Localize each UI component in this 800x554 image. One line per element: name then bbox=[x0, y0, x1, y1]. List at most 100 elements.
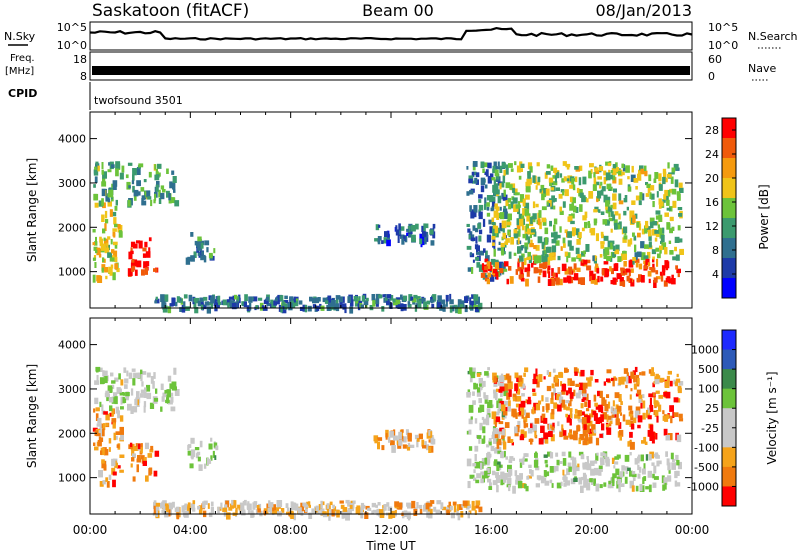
data-cell bbox=[518, 229, 521, 237]
data-cell bbox=[568, 266, 573, 275]
data-cell bbox=[525, 399, 528, 404]
data-cell bbox=[262, 306, 268, 311]
data-cell bbox=[533, 255, 538, 264]
colorbar-tick-label: 8 bbox=[712, 244, 719, 257]
data-cell bbox=[293, 512, 296, 521]
data-cell bbox=[478, 235, 482, 242]
data-cell bbox=[630, 415, 634, 421]
data-cell bbox=[360, 502, 365, 511]
data-cell bbox=[602, 219, 608, 225]
data-cell bbox=[545, 464, 549, 468]
data-cell bbox=[588, 191, 594, 199]
data-cell bbox=[510, 183, 516, 191]
data-cell bbox=[145, 475, 149, 482]
data-cell bbox=[556, 394, 561, 401]
data-cell bbox=[503, 208, 508, 215]
data-cell bbox=[586, 478, 591, 483]
ytick-label: 3000 bbox=[58, 383, 86, 396]
data-cell bbox=[658, 173, 662, 182]
data-cell bbox=[495, 416, 501, 423]
data-cell bbox=[202, 501, 206, 509]
data-cell bbox=[466, 191, 470, 196]
data-cell bbox=[457, 299, 462, 308]
data-cell bbox=[475, 236, 478, 244]
data-cell bbox=[541, 395, 544, 402]
data-cell bbox=[395, 297, 400, 302]
data-cell bbox=[578, 254, 582, 262]
data-cell bbox=[131, 260, 136, 266]
nsearch-tick-bottom: 10^0 bbox=[708, 39, 738, 52]
data-cell bbox=[618, 377, 622, 385]
data-cell bbox=[393, 429, 396, 438]
data-cell bbox=[567, 252, 571, 258]
data-cell bbox=[677, 225, 681, 231]
data-cell bbox=[601, 268, 607, 276]
data-cell bbox=[626, 275, 630, 282]
data-cell bbox=[129, 442, 133, 447]
data-cell bbox=[649, 424, 654, 432]
data-cell bbox=[463, 504, 468, 508]
data-cell bbox=[466, 223, 470, 227]
data-cell bbox=[660, 274, 664, 282]
data-cell bbox=[326, 503, 330, 511]
data-cell bbox=[509, 456, 514, 460]
data-cell bbox=[300, 502, 304, 508]
data-cell bbox=[666, 458, 670, 466]
data-cell bbox=[664, 380, 670, 388]
data-cell bbox=[122, 392, 125, 396]
data-cell bbox=[419, 508, 423, 514]
data-cell bbox=[623, 235, 628, 240]
data-cell bbox=[547, 257, 551, 265]
data-cell bbox=[319, 303, 322, 310]
data-cell bbox=[634, 213, 638, 219]
data-cell bbox=[301, 506, 305, 512]
data-cell bbox=[493, 248, 496, 257]
data-cell bbox=[643, 266, 649, 270]
data-cell bbox=[532, 201, 536, 209]
data-cell bbox=[468, 175, 474, 180]
data-cell bbox=[423, 223, 429, 229]
data-cell bbox=[544, 459, 548, 464]
data-cell bbox=[148, 237, 152, 242]
beam-title: Beam 00 bbox=[362, 1, 434, 20]
data-cell bbox=[628, 375, 632, 384]
data-cell bbox=[542, 406, 545, 412]
data-cell bbox=[545, 171, 551, 175]
time-tick-label: 00:00 bbox=[675, 523, 710, 537]
data-cell bbox=[586, 377, 591, 381]
data-cell bbox=[633, 178, 639, 183]
data-cell bbox=[582, 464, 587, 470]
data-cell bbox=[581, 252, 585, 256]
data-cell bbox=[573, 477, 578, 482]
data-cell bbox=[492, 431, 496, 439]
data-cell bbox=[192, 507, 196, 512]
data-cell bbox=[208, 512, 213, 518]
data-cell bbox=[650, 267, 656, 273]
ytick-label: 4000 bbox=[58, 339, 86, 352]
data-cell bbox=[647, 407, 650, 414]
data-cell bbox=[495, 472, 500, 478]
data-cell bbox=[488, 486, 493, 490]
data-cell bbox=[373, 509, 377, 513]
data-cell bbox=[665, 435, 670, 441]
data-cell bbox=[141, 269, 145, 276]
data-cell bbox=[559, 371, 563, 376]
data-cell bbox=[98, 470, 103, 478]
data-cell bbox=[581, 417, 587, 425]
data-cell bbox=[653, 277, 658, 283]
data-cell bbox=[383, 504, 387, 511]
data-cell bbox=[112, 479, 116, 488]
data-cell bbox=[472, 225, 476, 231]
data-cell bbox=[674, 246, 677, 252]
data-cell bbox=[233, 500, 237, 508]
data-cell bbox=[592, 410, 597, 415]
data-cell bbox=[155, 502, 160, 511]
data-cell bbox=[389, 431, 394, 438]
data-cell bbox=[478, 506, 483, 513]
data-cell bbox=[574, 414, 579, 419]
data-cell bbox=[606, 369, 612, 374]
data-cell bbox=[108, 447, 111, 452]
data-cell bbox=[494, 459, 498, 463]
data-cell bbox=[503, 205, 507, 209]
data-cell bbox=[666, 207, 671, 211]
